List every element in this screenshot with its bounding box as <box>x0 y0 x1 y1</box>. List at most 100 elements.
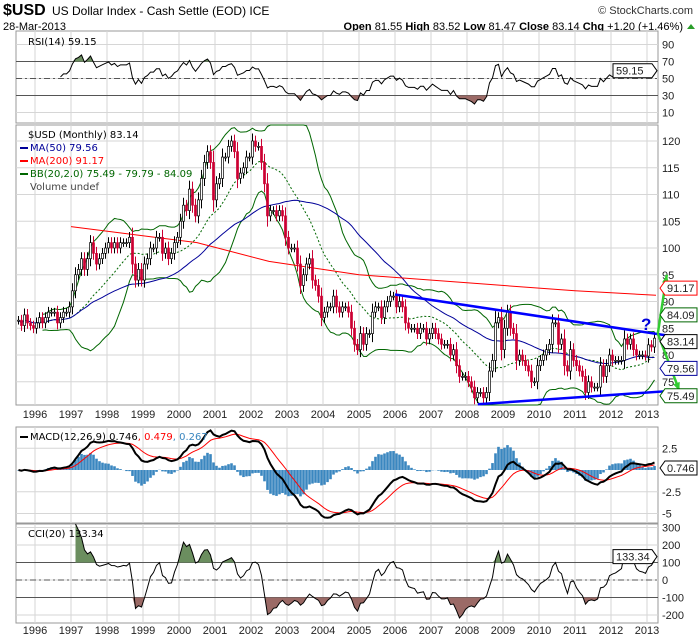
rsi-tick-label: 50 <box>662 74 674 86</box>
candle <box>68 306 71 313</box>
candle <box>71 290 74 308</box>
price-tick-label: 85 <box>662 323 674 335</box>
macd-histogram-bar <box>647 467 650 470</box>
macd-value-tag-text: 0.746 <box>667 463 695 475</box>
cci-value-tag-text: 133.34 <box>616 552 650 564</box>
macd-histogram-bar <box>161 470 164 472</box>
macd-histogram-bar <box>92 454 95 470</box>
macd-histogram-bar <box>260 470 263 476</box>
candle <box>218 178 221 185</box>
candle <box>245 156 248 169</box>
candle <box>599 365 602 388</box>
year-label: 2000 <box>167 625 191 637</box>
macd-histogram-bar <box>440 470 443 472</box>
candle <box>641 354 644 357</box>
macd-histogram-bar <box>581 470 584 478</box>
candle <box>287 236 290 249</box>
candle <box>101 253 104 260</box>
candle <box>554 322 557 325</box>
candle <box>371 311 374 334</box>
cci-overbought-fill <box>78 530 82 563</box>
candle <box>530 370 533 383</box>
candle <box>296 247 299 265</box>
macd-histogram-bar <box>419 470 422 471</box>
candle <box>38 317 41 324</box>
macd-histogram-bar <box>188 456 191 470</box>
cci-overbought-fill <box>189 544 193 563</box>
cci-oversold-fill <box>138 597 142 608</box>
macd-histogram-bar <box>347 466 350 470</box>
cci-overbought-fill <box>234 562 238 563</box>
macd-histogram-bar <box>269 470 272 494</box>
candle <box>95 253 98 265</box>
candle <box>44 317 47 324</box>
macd-histogram-bar <box>551 460 554 470</box>
candle <box>164 247 167 254</box>
candle <box>515 333 518 361</box>
candle <box>563 338 566 367</box>
rsi-value-tag: 59.15 <box>612 63 658 79</box>
macd-histogram-bar <box>623 460 626 470</box>
macd-histogram-bar <box>236 470 239 472</box>
macd-histogram-bar <box>359 470 362 472</box>
cci-oversold-fill <box>453 597 457 611</box>
candle <box>98 258 101 265</box>
candle <box>233 140 236 153</box>
candle <box>500 317 503 350</box>
year-label: 2001 <box>203 409 227 421</box>
ma50-legend: MA(50) 79.56 <box>30 143 98 154</box>
bb-upper-value-tag-text: 84.09 <box>667 310 695 322</box>
macd-histogram-bar <box>617 463 620 470</box>
macd-histogram-bar <box>116 468 119 470</box>
rsi-oversold-fill <box>477 95 481 100</box>
ma200-legend: MA(200) 91.17 <box>30 156 104 167</box>
macd-histogram-bar <box>380 454 383 470</box>
cci-oversold-fill <box>459 597 463 618</box>
year-label: 2012 <box>599 625 623 637</box>
cci-oversold-fill <box>267 597 271 615</box>
candle <box>581 370 584 377</box>
macd-histogram-bar <box>344 467 347 470</box>
candle <box>119 242 122 249</box>
cci-legend: CCI(20) 133.34 <box>28 529 104 540</box>
macd-histogram-bar <box>620 463 623 470</box>
macd-histogram-bar <box>242 470 245 478</box>
candle <box>479 392 482 394</box>
candle <box>77 269 80 276</box>
candle <box>227 146 230 158</box>
candle <box>602 365 605 377</box>
candle <box>203 162 206 179</box>
cci-oversold-fill <box>291 597 295 604</box>
macd-line <box>18 429 655 519</box>
macd-histogram-bar <box>584 470 587 481</box>
macd-histogram-bar <box>650 467 653 470</box>
price-tick-label: 90 <box>662 297 674 309</box>
up-arrow-icon <box>687 24 695 29</box>
macd-histogram-bar <box>197 461 200 470</box>
candle <box>17 319 20 322</box>
candle <box>278 210 281 217</box>
cci-oversold-fill <box>357 597 361 612</box>
macd-histogram-bar <box>272 470 275 496</box>
close-value-tag: 83.14 <box>659 334 698 350</box>
macd-histogram-bar <box>203 455 206 470</box>
candle <box>176 236 179 244</box>
candle <box>326 306 329 313</box>
macd-histogram-bar <box>332 470 335 475</box>
year-label: 1999 <box>131 409 155 421</box>
year-label: 2007 <box>419 625 443 637</box>
macd-histogram-bar <box>335 470 338 473</box>
cci-tick-label: -100 <box>662 593 684 605</box>
macd-histogram-bar <box>392 451 395 470</box>
year-label: 1999 <box>131 625 155 637</box>
candle <box>152 247 155 250</box>
year-label: 2005 <box>347 625 371 637</box>
candle <box>107 242 110 249</box>
candle <box>170 253 173 260</box>
macd-histogram-bar <box>125 470 128 472</box>
macd-histogram-bar <box>608 465 611 470</box>
macd-histogram-bar <box>149 470 152 478</box>
candle <box>467 376 470 383</box>
rsi-panel <box>15 30 659 124</box>
candle <box>257 146 260 148</box>
